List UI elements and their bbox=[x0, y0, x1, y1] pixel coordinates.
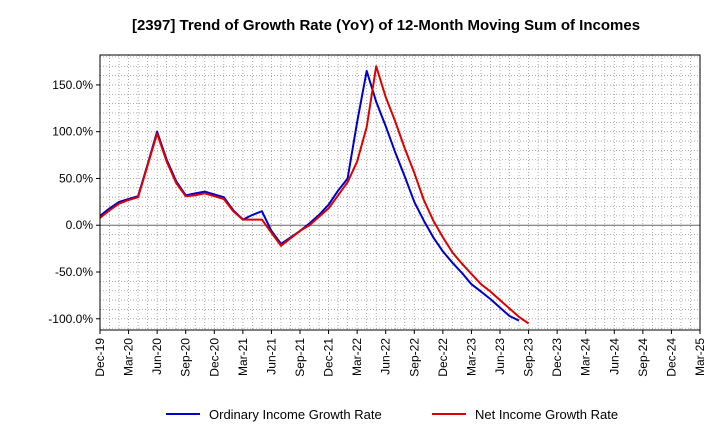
plot-area bbox=[100, 55, 700, 330]
x-tick-label: Dec-24 bbox=[664, 338, 678, 377]
series-lines bbox=[99, 65, 530, 325]
y-tick-label: 150.0% bbox=[52, 78, 93, 92]
chart-title: [2397] Trend of Growth Rate (YoY) of 12-… bbox=[132, 17, 640, 34]
y-tick-label: -50.0% bbox=[55, 265, 93, 279]
y-tick-label: 0.0% bbox=[66, 218, 94, 232]
x-tick-label: Dec-22 bbox=[436, 338, 450, 377]
y-tick-label: 50.0% bbox=[59, 171, 93, 185]
x-tick-label: Sep-21 bbox=[293, 338, 307, 377]
grid-lines bbox=[100, 55, 700, 330]
x-tick-label: Dec-21 bbox=[322, 338, 336, 377]
x-tick-label: Dec-19 bbox=[93, 338, 107, 377]
x-tick-label: Sep-23 bbox=[522, 338, 536, 377]
x-tick-label: Mar-24 bbox=[579, 338, 593, 376]
x-tick-label: Mar-23 bbox=[464, 338, 478, 376]
x-tick-label: Jun-20 bbox=[150, 338, 164, 375]
x-tick-label: Dec-20 bbox=[207, 338, 221, 377]
y-tick-label: 100.0% bbox=[52, 125, 93, 139]
legend-label-net: Net Income Growth Rate bbox=[475, 407, 618, 422]
x-tick-label: Jun-23 bbox=[493, 338, 507, 375]
x-axis-ticks: Dec-19 Mar-20 Jun-20 Sep-20 Dec-20 Mar-21 Jun-… bbox=[93, 330, 707, 377]
x-tick-label: Sep-22 bbox=[407, 338, 421, 377]
legend-label-ordinary: Ordinary Income Growth Rate bbox=[209, 407, 382, 422]
x-tick-label: Jun-24 bbox=[607, 338, 621, 375]
x-tick-label: Sep-20 bbox=[179, 338, 193, 377]
x-tick-label: Mar-22 bbox=[350, 338, 364, 376]
x-tick-label: Sep-24 bbox=[636, 338, 650, 377]
x-tick-label: Jun-21 bbox=[264, 338, 278, 375]
plot-frame bbox=[99, 54, 701, 331]
y-tick-label: -100.0% bbox=[48, 312, 93, 326]
x-tick-label: Dec-23 bbox=[550, 338, 564, 377]
x-tick-label: Jun-22 bbox=[379, 338, 393, 375]
x-tick-label: Mar-21 bbox=[236, 338, 250, 376]
series-line-net-income bbox=[99, 65, 530, 325]
y-axis-ticks: 150.0% 100.0% 50.0% 0.0% -50.0% -100.0% bbox=[48, 78, 100, 326]
x-tick-label: Mar-20 bbox=[122, 338, 136, 376]
x-tick-label: Mar-25 bbox=[693, 338, 707, 376]
legend: Ordinary Income Growth Rate Net Income G… bbox=[166, 407, 618, 422]
